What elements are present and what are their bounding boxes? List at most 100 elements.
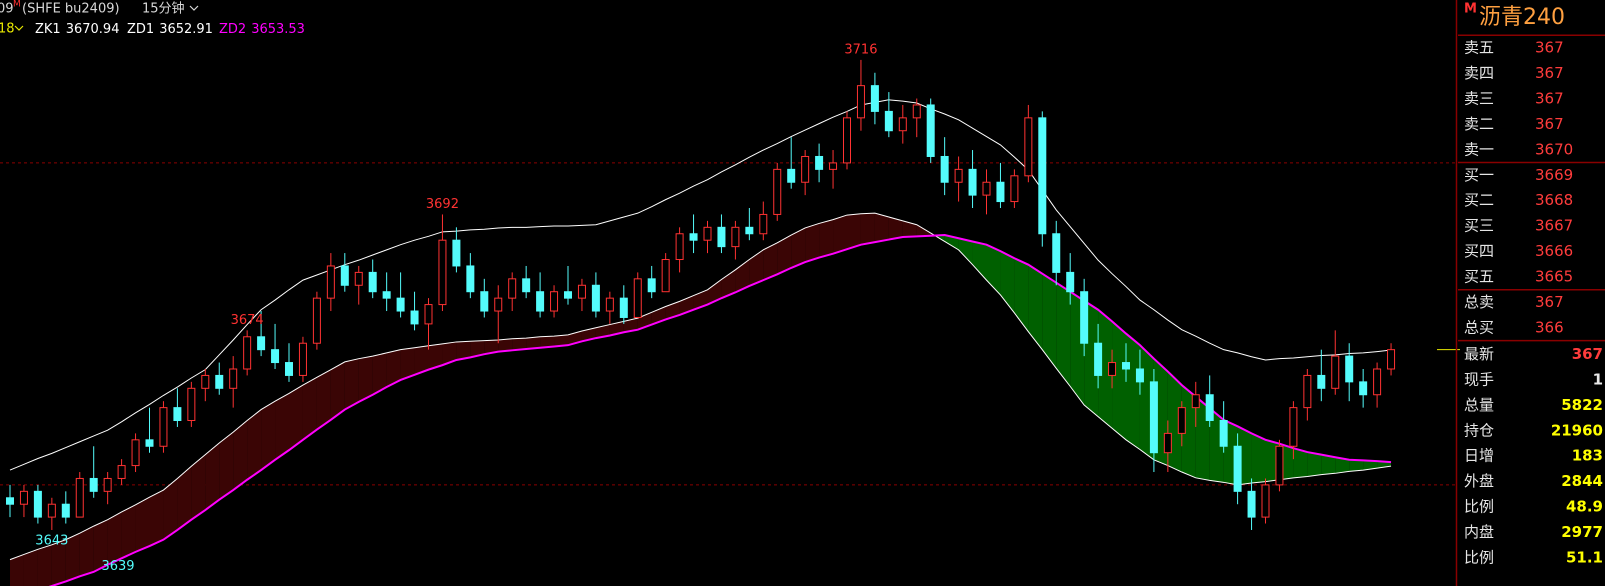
quote-label: 卖一: [1464, 140, 1494, 158]
candle-body: [1275, 445, 1284, 486]
band-fill: [23, 549, 38, 586]
band-fill: [721, 269, 736, 299]
period[interactable]: 15分钟: [142, 1, 185, 17]
quote-value: 183: [1572, 447, 1603, 465]
quote-value: 367: [1535, 115, 1564, 133]
band-fill: [275, 393, 289, 460]
symbol-prefix: 09: [0, 2, 14, 17]
quote-label: 卖五: [1464, 39, 1494, 57]
quote-value: 367: [1572, 345, 1603, 363]
band-fill: [442, 341, 457, 366]
candle-body: [145, 439, 154, 447]
candle-body: [1289, 407, 1298, 447]
band-fill: [833, 215, 847, 254]
band-fill: [1112, 321, 1126, 440]
band-fill: [191, 454, 206, 520]
quote-label: 买一: [1464, 166, 1494, 184]
band-fill: [372, 352, 387, 395]
candle-body: [159, 407, 168, 447]
band-fill: [1349, 459, 1364, 472]
chart-header: 09 M (SHFE bu2409) 15分钟 18 ZK1 3670.94 ZD1…: [0, 0, 305, 37]
legend-name: ZD2: [219, 22, 246, 37]
band-fill: [888, 217, 903, 240]
band-fill: [302, 377, 317, 440]
quote-value: 3670: [1535, 140, 1573, 158]
candle-body: [103, 477, 112, 492]
candle-body: [257, 336, 266, 351]
candle-body: [619, 297, 628, 318]
band-fill: [916, 224, 931, 237]
period-dropdown[interactable]: [189, 5, 199, 11]
band-fill: [93, 519, 108, 572]
quote-value: 5822: [1561, 396, 1603, 414]
candle-body: [173, 407, 182, 422]
candle-body: [1108, 362, 1117, 376]
candle-body: [689, 233, 698, 241]
candle-body: [1219, 420, 1228, 447]
candle-body: [6, 497, 14, 505]
candle-body: [884, 110, 893, 132]
candle-body: [912, 104, 921, 119]
candle-body: [89, 477, 98, 492]
band-fill: [470, 340, 485, 358]
candle-body: [298, 342, 307, 376]
candle-body: [131, 439, 140, 467]
panel-name: 沥青240: [1479, 5, 1565, 30]
candle-body: [940, 155, 949, 183]
candle-body: [480, 291, 489, 312]
band-fill: [247, 409, 262, 480]
candle-body: [759, 213, 768, 235]
band-fill: [595, 324, 610, 339]
band-fill: [65, 533, 80, 582]
quote-value: 367: [1535, 89, 1564, 107]
band-fill: [386, 349, 401, 388]
quote-label: 持仓: [1464, 421, 1494, 439]
band-fill: [986, 244, 1001, 295]
band-fill: [1056, 282, 1071, 387]
candle-body: [424, 304, 433, 325]
band-fill: [177, 466, 192, 530]
candle-body: [550, 291, 559, 312]
low-label: 3639: [101, 559, 134, 574]
candle-body: [75, 477, 84, 518]
band-fill: [330, 361, 345, 420]
high-label: 3692: [426, 197, 459, 212]
band-fill: [1126, 333, 1140, 450]
band-fill: [107, 511, 122, 565]
candle-body: [661, 259, 670, 293]
candle-body: [1303, 374, 1312, 409]
candle-body: [926, 104, 935, 157]
band-fill: [902, 220, 917, 237]
price-chart: 3716 3692 3674 3643 3639: [0, 42, 1460, 586]
candle-body: [1024, 117, 1033, 177]
legend-value: 3670.94: [66, 22, 120, 37]
panel-flag: M: [1464, 2, 1477, 17]
band-fill: [805, 223, 820, 263]
legend-value: 3652.91: [159, 22, 213, 37]
quote-value: 2977: [1561, 523, 1603, 541]
band-fill: [484, 340, 499, 355]
band-fill: [205, 443, 220, 511]
candle-body: [1080, 291, 1089, 344]
quote-label: 比例: [1464, 549, 1494, 567]
candle-body: [870, 85, 879, 112]
candle-body: [675, 233, 684, 261]
band-fill: [37, 544, 52, 586]
band-fill: [1251, 433, 1266, 483]
candle-body: [47, 503, 56, 518]
band-fill: [121, 504, 136, 559]
indicator-dropdown[interactable]: [14, 25, 24, 31]
quote-label: 比例: [1464, 498, 1494, 516]
band-fill: [219, 432, 234, 500]
quote-label: 总量: [1464, 396, 1494, 414]
band-fill: [344, 358, 359, 410]
candle-body: [536, 291, 545, 312]
band-fill: [149, 490, 164, 547]
candle-body: [508, 278, 517, 299]
band-fill: [847, 213, 861, 250]
candle-body: [1122, 362, 1130, 370]
candle-body: [354, 271, 363, 286]
candle-body: [368, 271, 377, 293]
candle-body: [605, 297, 614, 312]
band-fill: [609, 321, 624, 336]
